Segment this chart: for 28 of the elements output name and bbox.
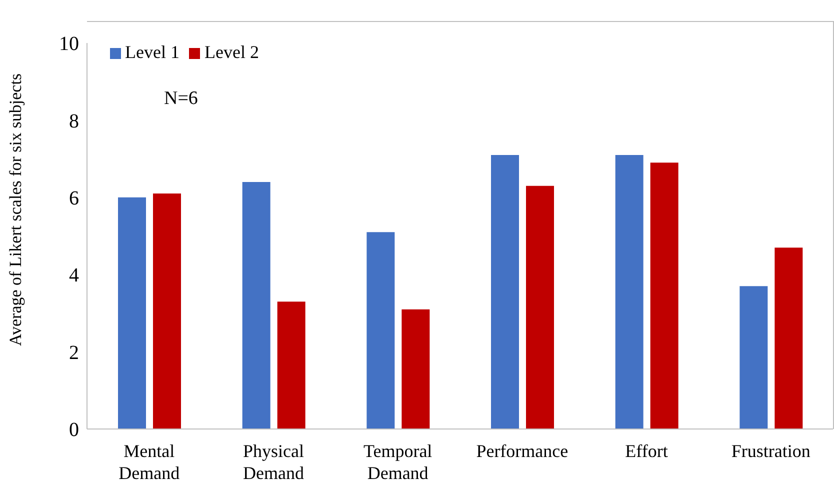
x-tick-label: Physical Demand: [243, 441, 304, 483]
x-tick-label: Mental Demand: [118, 441, 180, 483]
bar: [526, 186, 554, 429]
y-tick-label: 10: [59, 33, 79, 56]
bar: [366, 232, 395, 429]
bar: [277, 302, 306, 429]
x-tick-label: Effort: [625, 441, 668, 461]
annotation: N=6: [164, 88, 198, 110]
y-tick-label: 4: [69, 264, 79, 287]
bar: [774, 248, 803, 429]
bar: [402, 309, 430, 429]
y-axis-title: Average of Likert scales for six subjects: [6, 73, 26, 346]
legend-label: Level 1: [125, 42, 180, 62]
legend-label: Level 2: [204, 42, 259, 62]
y-tick-label: 8: [69, 110, 79, 132]
y-tick-label: 6: [69, 188, 79, 210]
x-tick-label: Frustration: [731, 441, 810, 461]
x-tick-label: Temporal Demand: [363, 441, 432, 483]
bar: [650, 162, 678, 429]
bar: [740, 286, 768, 429]
bar: [153, 194, 181, 429]
y-tick-label: 0: [69, 419, 79, 442]
bar: [615, 154, 644, 429]
bar: [242, 182, 270, 429]
bar: [491, 154, 519, 429]
bar: [118, 197, 146, 429]
x-tick-label: Performance: [476, 441, 568, 461]
y-tick-label: 2: [69, 342, 79, 364]
